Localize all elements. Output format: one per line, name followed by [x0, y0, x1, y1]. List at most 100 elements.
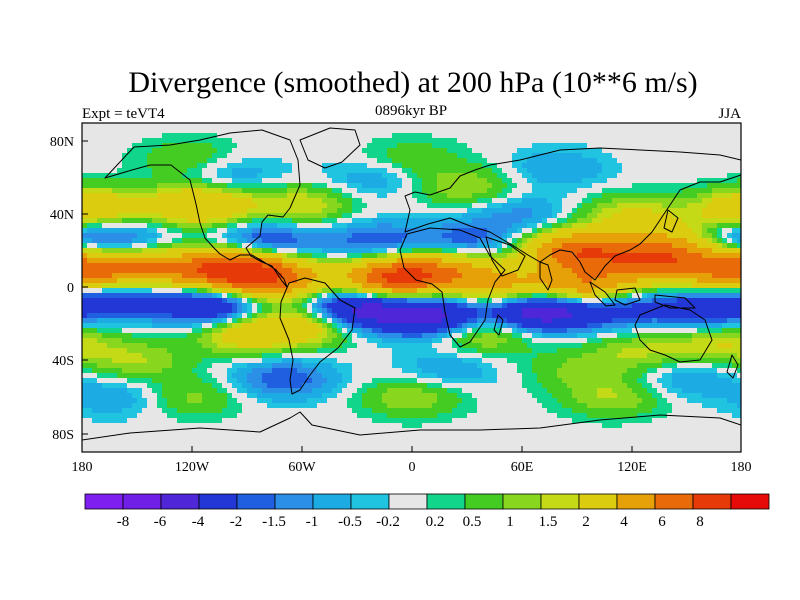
heatmap-cell — [572, 158, 578, 164]
heatmap-cell — [287, 213, 293, 219]
heatmap-cell — [502, 178, 508, 184]
heatmap-cell — [532, 138, 538, 144]
heatmap-cell — [297, 213, 303, 219]
heatmap-cell — [117, 308, 123, 314]
heatmap-cell — [642, 248, 648, 254]
heatmap-cell — [427, 193, 433, 199]
heatmap-cell — [727, 233, 733, 239]
heatmap-cell — [262, 143, 268, 149]
heatmap-cell — [612, 278, 618, 284]
heatmap-cell — [202, 263, 208, 269]
heatmap-cell — [692, 198, 698, 204]
heatmap-cell — [97, 128, 103, 134]
heatmap-cell — [322, 168, 328, 174]
heatmap-cell — [567, 253, 573, 259]
heatmap-cell — [107, 203, 113, 209]
heatmap-cell — [117, 158, 123, 164]
heatmap-cell — [697, 228, 703, 234]
heatmap-cell — [387, 298, 393, 304]
heatmap-cell — [457, 168, 463, 174]
heatmap-cell — [532, 243, 538, 249]
heatmap-cell — [327, 208, 333, 214]
heatmap-cell — [377, 253, 383, 259]
heatmap-cell — [417, 168, 423, 174]
heatmap-cell — [542, 203, 548, 209]
heatmap-cell — [237, 233, 243, 239]
heatmap-cell — [237, 308, 243, 314]
heatmap-cell — [617, 228, 623, 234]
heatmap-cell — [247, 258, 253, 264]
heatmap-cell — [552, 268, 558, 274]
heatmap-cell — [222, 308, 228, 314]
heatmap-cell — [267, 178, 273, 184]
heatmap-cell — [692, 128, 698, 134]
heatmap-cell — [207, 153, 213, 159]
heatmap-cell — [572, 218, 578, 224]
heatmap-cell — [717, 298, 723, 304]
heatmap-cell — [477, 283, 483, 289]
heatmap-cell — [177, 193, 183, 199]
heatmap-cell — [587, 133, 593, 139]
heatmap-cell — [672, 273, 678, 279]
heatmap-cell — [597, 308, 603, 314]
heatmap-cell — [367, 123, 373, 129]
heatmap-cell — [297, 248, 303, 254]
heatmap-cell — [267, 133, 273, 139]
heatmap-cell — [477, 138, 483, 144]
heatmap-cell — [372, 248, 378, 254]
heatmap-cell — [117, 143, 123, 149]
heatmap-cell — [297, 258, 303, 264]
heatmap-cell — [662, 253, 668, 259]
heatmap-cell — [162, 238, 168, 244]
heatmap-cell — [287, 218, 293, 224]
heatmap-cell — [247, 228, 253, 234]
heatmap-cell — [667, 143, 673, 149]
heatmap-cell — [347, 193, 353, 199]
heatmap-cell — [252, 133, 258, 139]
heatmap-cell — [87, 268, 93, 274]
heatmap-cell — [447, 148, 453, 154]
heatmap-cell — [387, 248, 393, 254]
heatmap-cell — [297, 268, 303, 274]
heatmap-cell — [162, 158, 168, 164]
heatmap-cell — [122, 168, 128, 174]
heatmap-cell — [232, 173, 238, 179]
heatmap-cell — [222, 173, 228, 179]
heatmap-cell — [592, 303, 598, 309]
heatmap-cell — [192, 223, 198, 229]
heatmap-cell — [652, 128, 658, 134]
heatmap-cell — [372, 178, 378, 184]
heatmap-cell — [702, 298, 708, 304]
heatmap-cell — [117, 273, 123, 279]
heatmap-cell — [277, 128, 283, 134]
heatmap-cell — [262, 263, 268, 269]
heatmap-cell — [242, 193, 248, 199]
heatmap-cell — [222, 288, 228, 294]
heatmap-cell — [417, 183, 423, 189]
heatmap-cell — [272, 223, 278, 229]
heatmap-cell — [577, 243, 583, 249]
heatmap-cell — [207, 128, 213, 134]
heatmap-cell — [112, 248, 118, 254]
heatmap-cell — [437, 133, 443, 139]
heatmap-cell — [277, 198, 283, 204]
heatmap-cell — [352, 273, 358, 279]
heatmap-cell — [547, 178, 553, 184]
heatmap-cell — [92, 198, 98, 204]
heatmap-cell — [317, 133, 323, 139]
heatmap-cell — [547, 188, 553, 194]
heatmap-cell — [357, 263, 363, 269]
heatmap-cell — [262, 298, 268, 304]
heatmap-cell — [572, 188, 578, 194]
heatmap-cell — [727, 158, 733, 164]
heatmap-cell — [477, 173, 483, 179]
heatmap-cell — [727, 183, 733, 189]
heatmap-cell — [542, 158, 548, 164]
heatmap-cell — [157, 188, 163, 194]
heatmap-cell — [537, 253, 543, 259]
heatmap-cell — [712, 143, 718, 149]
heatmap-cell — [552, 288, 558, 294]
heatmap-cell — [447, 223, 453, 229]
heatmap-cell — [512, 208, 518, 214]
heatmap-cell — [167, 253, 173, 259]
